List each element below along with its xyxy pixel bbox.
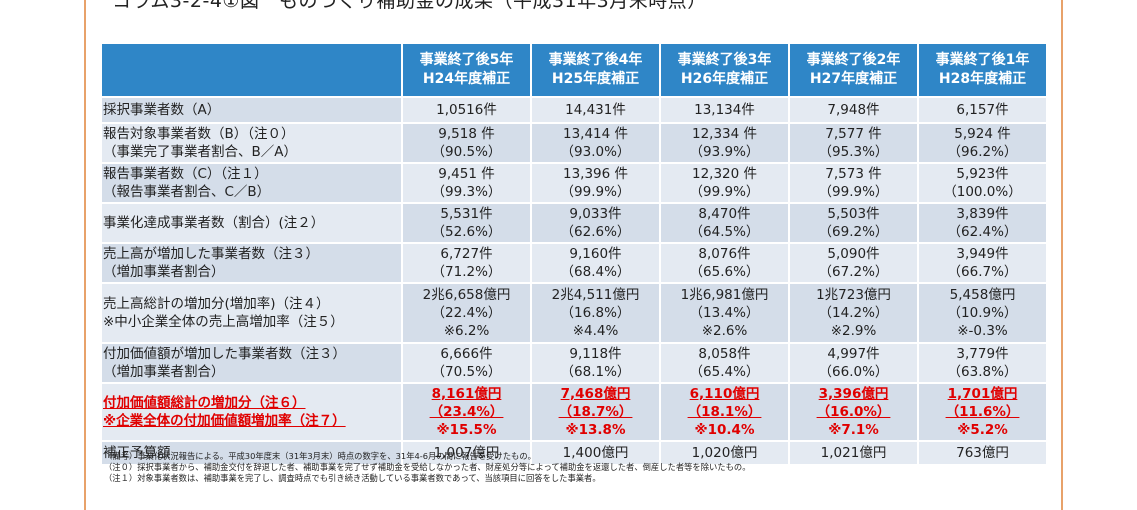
table-row: 付加価値額総計の増加分（注６） ※企業全体の付加価値額増加率（注７） 8,161億円… [102, 384, 1046, 440]
footnote: （注０）採択事業者から、補助金交付を辞退した者、補助事業を完了せず補助金を受給し… [104, 462, 751, 472]
table-cell: 1兆6,981億円 （13.4%） ※2.6% [661, 284, 788, 342]
results-table: 事業終了後5年 H24年度補正 事業終了後4年 H25年度補正 事業終了後3年 H26… [100, 42, 1048, 466]
table-row: 売上高総計の増加分(増加率)（注４） ※中小企業全体の売上高増加率（注５） 2兆6,… [102, 284, 1046, 342]
table-cell: 9,518 件（90.5%） [403, 124, 530, 162]
row-label: 補正予算額 [102, 442, 401, 464]
table-cell: 1,400億円 [532, 442, 659, 464]
table-cell: 5,503件 （69.2%） [790, 204, 917, 242]
column-header: 事業終了後5年 H24年度補正 [403, 44, 530, 96]
table-cell: 1兆723億円 （14.2%） ※2.9% [790, 284, 917, 342]
table-cell: 13,414 件（93.0%） [532, 124, 659, 162]
table-cell: 9,160件 （68.4%） [532, 244, 659, 282]
table-cell: 8,161億円 （23.4%） ※15.5% [403, 384, 530, 440]
row-label: 売上高が増加した事業者数（注３） （増加事業者割合） [102, 244, 401, 282]
table-cell: 6,727件 （71.2%） [403, 244, 530, 282]
table-cell: 5,923件 （100.0%） [919, 164, 1046, 202]
header-blank-cell [102, 44, 401, 96]
table-cell: 14,431件 [532, 98, 659, 122]
table-row: 採択事業者数（A） 1,0516件 14,431件 13,134件 7,948件 6,15… [102, 98, 1046, 122]
table-cell: 4,997件 （66.0%） [790, 344, 917, 382]
table-cell: 13,396 件（99.9%） [532, 164, 659, 202]
footnotes: （備考）事業化状況報告による。平成30年度末（31年3月末）時点の数字を、31年… [104, 451, 751, 484]
table-cell: 5,090件 （67.2%） [790, 244, 917, 282]
table-cell: 1,020億円 [661, 442, 788, 464]
table-cell: 12,320 件（99.9%） [661, 164, 788, 202]
table-cell: 3,949件 （66.7%） [919, 244, 1046, 282]
table-cell: 9,118件 （68.1%） [532, 344, 659, 382]
table-cell: 12,334 件（93.9%） [661, 124, 788, 162]
table-row: 補正予算額 1,007億円 1,400億円 1,020億円 1,021億円 763億円 [102, 442, 1046, 464]
table-cell: 6,666件 （70.5%） [403, 344, 530, 382]
table-cell: 8,058件 （65.4%） [661, 344, 788, 382]
row-label: 売上高総計の増加分(増加率)（注４） ※中小企業全体の売上高増加率（注５） [102, 284, 401, 342]
table-cell: 7,573 件（99.9%） [790, 164, 917, 202]
footnote: （備考）事業化状況報告による。平成30年度末（31年3月末）時点の数字を、31年… [104, 451, 536, 461]
table-cell: 8,470件 （64.5%） [661, 204, 788, 242]
row-label: 報告対象事業者数（B）（注０） （事業完了事業者割合、B／A） [102, 124, 401, 162]
table-cell: 2兆6,658億円 （22.4%） ※6.2% [403, 284, 530, 342]
column-header: 事業終了後3年 H26年度補正 [661, 44, 788, 96]
column-header: 事業終了後2年 H27年度補正 [790, 44, 917, 96]
table-cell: 9,033件 （62.6%） [532, 204, 659, 242]
header-row: 事業終了後5年 H24年度補正 事業終了後4年 H25年度補正 事業終了後3年 H26… [102, 44, 1046, 96]
table-cell: 7,948件 [790, 98, 917, 122]
table-cell: 9,451 件（99.3%） [403, 164, 530, 202]
footnote: （注１）対象事業者数は、補助事業を完了し、調査時点でも引き続き活動している事業者… [104, 473, 601, 483]
table-cell: 763億円 [919, 442, 1046, 464]
row-label: 報告事業者数（C）（注１） （報告事業者割合、C／B） [102, 164, 401, 202]
table-cell: 1,701億円 （11.6%） ※5.2% [919, 384, 1046, 440]
row-label: 付加価値額が増加した事業者数（注３） （増加事業者割合） [102, 344, 401, 382]
table-row: 事業化達成事業者数（割合）(注２） 5,531件 （52.6%） 9,033件 （62.… [102, 204, 1046, 242]
table-cell: 2兆4,511億円 （16.8%） ※4.4% [532, 284, 659, 342]
table-cell: 1,0516件 [403, 98, 530, 122]
table-cell: 7,468億円 （18.7%） ※13.8% [532, 384, 659, 440]
figure-frame [84, 0, 1063, 510]
table-cell: 1,007億円 [403, 442, 530, 464]
row-label: 付加価値額総計の増加分（注６） ※企業全体の付加価値額増加率（注７） [102, 384, 401, 440]
table-row: 報告事業者数（C）（注１） （報告事業者割合、C／B） 9,451 件（99.3%）… [102, 164, 1046, 202]
table-cell: 5,531件 （52.6%） [403, 204, 530, 242]
row-label: 事業化達成事業者数（割合）(注２） [102, 204, 401, 242]
row-label: 採択事業者数（A） [102, 98, 401, 122]
table-cell: 3,779件 （63.8%） [919, 344, 1046, 382]
table-row: 売上高が増加した事業者数（注３） （増加事業者割合） 6,727件 （71.2%） 9,… [102, 244, 1046, 282]
table-cell: 5,458億円 （10.9%） ※-0.3% [919, 284, 1046, 342]
table-cell: 7,577 件（95.3%） [790, 124, 917, 162]
table-cell: 6,110億円 （18.1%） ※10.4% [661, 384, 788, 440]
column-header: 事業終了後1年 H28年度補正 [919, 44, 1046, 96]
table-cell: 1,021億円 [790, 442, 917, 464]
figure-title: コラム3-2-4①図 ものづくり補助金の成果（平成31年3月末時点） [112, 0, 707, 12]
table-cell: 13,134件 [661, 98, 788, 122]
table-row: 報告対象事業者数（B）（注０） （事業完了事業者割合、B／A） 9,518 件（90… [102, 124, 1046, 162]
table-cell: 5,924 件（96.2%） [919, 124, 1046, 162]
table-row: 付加価値額が増加した事業者数（注３） （増加事業者割合） 6,666件 （70.5%）… [102, 344, 1046, 382]
column-header: 事業終了後4年 H25年度補正 [532, 44, 659, 96]
table-cell: 3,396億円 （16.0%） ※7.1% [790, 384, 917, 440]
table-cell: 6,157件 [919, 98, 1046, 122]
table-cell: 3,839件 （62.4%） [919, 204, 1046, 242]
table-cell: 8,076件 （65.6%） [661, 244, 788, 282]
